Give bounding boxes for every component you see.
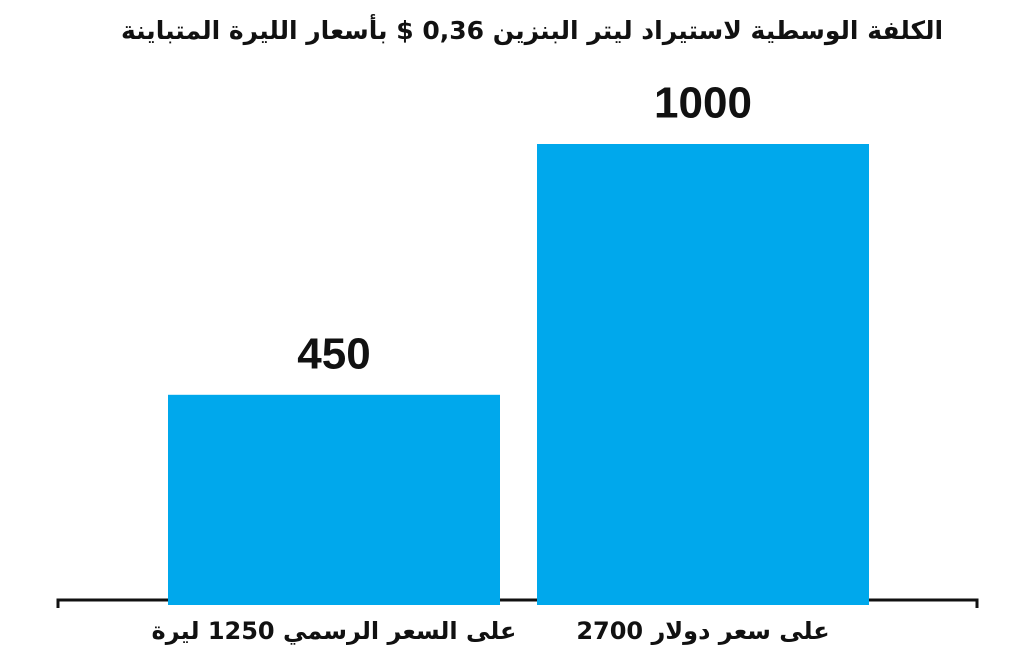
bar — [537, 144, 869, 605]
bar — [168, 394, 500, 605]
value-label: 1000 — [654, 79, 752, 128]
x-tick-label: على السعر الرسمي 1250 ليرة — [152, 617, 517, 645]
x-axis — [56, 598, 979, 608]
x-tick-label: على سعر دولار 2700 — [576, 617, 829, 645]
chart-title: الكلفة الوسطية لاستيراد ليتر البنزين 0,3… — [121, 14, 943, 46]
value-label: 450 — [297, 329, 370, 378]
